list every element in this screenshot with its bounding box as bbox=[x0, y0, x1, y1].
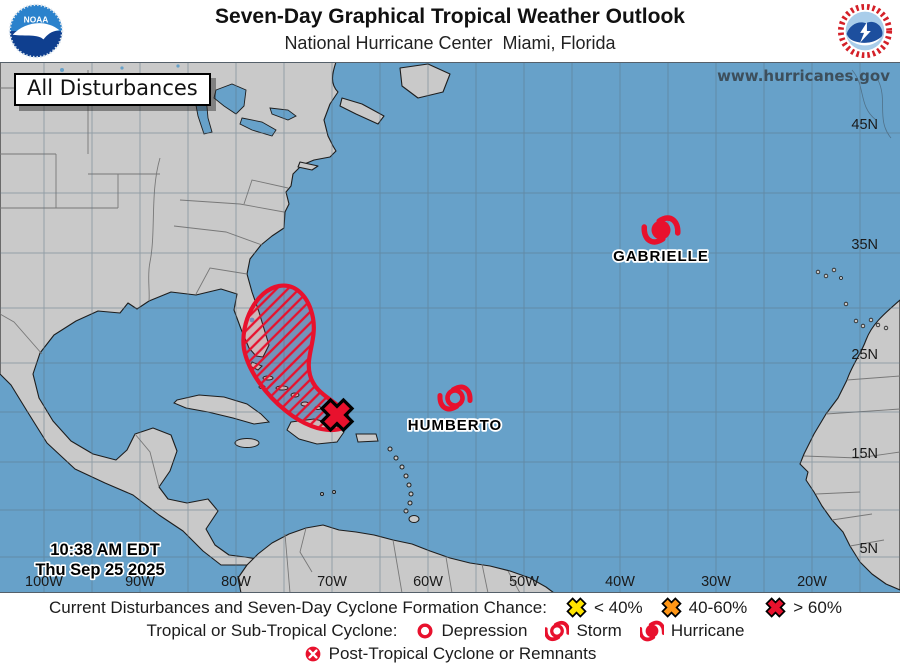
page-title: Seven-Day Graphical Tropical Weather Out… bbox=[215, 5, 685, 28]
legend-posttropical: Post-Tropical Cyclone or Remnants bbox=[304, 644, 596, 664]
noaa-logo-text: NOAA bbox=[24, 15, 49, 25]
land-africa bbox=[799, 299, 900, 591]
lon-label-50w: 50W bbox=[509, 574, 539, 590]
lon-label-20w: 20W bbox=[797, 574, 827, 590]
legend-storm: Storm bbox=[545, 619, 622, 643]
hurricane-icon bbox=[639, 620, 664, 641]
storm-label-humberto: HUMBERTO bbox=[408, 417, 502, 434]
legend-chances-label: Current Disturbances and Seven-Day Cyclo… bbox=[49, 597, 547, 617]
lat-label-5n: 5N bbox=[859, 541, 878, 557]
hurricanes-gov-label: www.hurricanes.gov bbox=[717, 67, 890, 85]
political-borders bbox=[0, 70, 900, 594]
x-medium-icon bbox=[660, 597, 682, 618]
lat-label-25n: 25N bbox=[851, 347, 878, 363]
disturbance-area[interactable] bbox=[241, 283, 359, 437]
legend-chance-medium: 40-60% bbox=[660, 597, 747, 618]
lat-label-35n: 35N bbox=[851, 237, 878, 253]
legend-hurricane: Hurricane bbox=[639, 619, 745, 643]
legend-chance-low: < 40% bbox=[566, 597, 643, 618]
all-disturbances-button[interactable]: All Disturbances bbox=[14, 73, 211, 106]
nws-logo-icon bbox=[836, 2, 894, 60]
graticule bbox=[0, 62, 900, 593]
timestamp-date: Thu Sep 25 2025 bbox=[35, 561, 164, 579]
lon-label-70w: 70W bbox=[317, 574, 347, 590]
timestamp-time: 10:38 AM EDT bbox=[50, 541, 159, 559]
depression-icon bbox=[417, 622, 433, 639]
header: NOAA Seven-Day Graphical Tropical Weathe… bbox=[0, 0, 900, 62]
page-subtitle: National Hurricane Center Miami, Florida bbox=[284, 33, 616, 53]
atlantic-islands bbox=[815, 267, 889, 331]
storm-icon-humberto[interactable] bbox=[437, 384, 473, 412]
disturbance-x-marker[interactable] bbox=[316, 394, 359, 437]
outlook-map[interactable]: All Disturbances www.hurricanes.gov bbox=[0, 61, 900, 594]
lon-label-90w: 90W bbox=[125, 574, 155, 590]
lat-label-45n: 45N bbox=[851, 117, 878, 133]
map-canvas[interactable]: GABRIELLE HUMBERTO 10:38 AM EDT Thu Sep … bbox=[0, 61, 900, 594]
legend-depression: Depression bbox=[416, 621, 527, 641]
storm-icon bbox=[545, 620, 570, 641]
lon-label-60w: 60W bbox=[413, 574, 443, 590]
storm-label-gabrielle: GABRIELLE bbox=[613, 248, 709, 265]
legend-cyclones-label: Tropical or Sub-Tropical Cyclone: bbox=[146, 620, 398, 640]
x-high-icon bbox=[765, 597, 786, 618]
legend-row-chances: Current Disturbances and Seven-Day Cyclo… bbox=[49, 596, 851, 619]
hurricane-icon-gabrielle[interactable] bbox=[641, 215, 681, 245]
post-tropical-icon bbox=[305, 646, 321, 661]
noaa-logo-icon: NOAA bbox=[8, 3, 64, 59]
legend: Current Disturbances and Seven-Day Cyclo… bbox=[0, 593, 900, 665]
legend-chance-high: > 60% bbox=[765, 597, 842, 618]
legend-row-posttropical: Post-Tropical Cyclone or Remnants bbox=[295, 642, 606, 665]
lon-label-30w: 30W bbox=[701, 574, 731, 590]
lon-label-80w: 80W bbox=[221, 574, 251, 590]
x-low-icon bbox=[566, 597, 587, 618]
lon-label-100w: 100W bbox=[25, 574, 63, 590]
lon-label-40w: 40W bbox=[605, 574, 635, 590]
land-north-america bbox=[0, 61, 451, 566]
legend-row-cyclones: Tropical or Sub-Tropical Cyclone: Depres… bbox=[146, 619, 753, 642]
lat-label-15n: 15N bbox=[851, 446, 878, 462]
